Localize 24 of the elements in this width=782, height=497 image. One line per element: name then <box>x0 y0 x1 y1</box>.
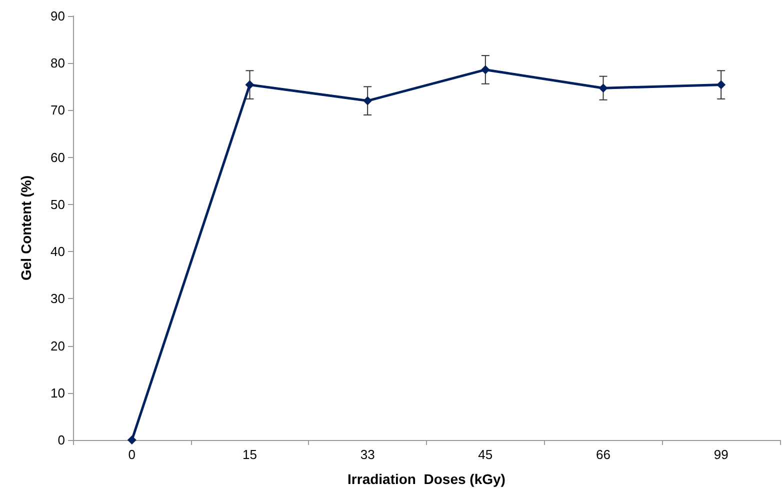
y-axis-title: Gel Content (%) <box>18 176 34 280</box>
point <box>598 84 608 93</box>
point <box>127 436 136 444</box>
x-tick-label: 45 <box>478 447 493 462</box>
y-tick-label: 30 <box>50 291 65 306</box>
y-tick-label: 20 <box>50 338 65 354</box>
y-tick-label: 60 <box>50 150 65 165</box>
y-tick-label: 90 <box>50 8 65 24</box>
y-tick-label: 50 <box>50 196 65 212</box>
x-axis-title: Irradiation Doses (kGy) <box>348 471 506 487</box>
y-tick-label: 0 <box>58 432 65 448</box>
x-tick-label: 99 <box>714 447 728 462</box>
x-tick-label: 66 <box>596 447 610 462</box>
point <box>245 80 254 90</box>
x-tick-label: 0 <box>128 447 136 462</box>
x-tick-label: 15 <box>242 447 257 462</box>
point <box>480 65 490 74</box>
y-tick-label: 80 <box>50 56 65 71</box>
x-tick-label: 33 <box>360 447 375 462</box>
y-tick-label: 40 <box>50 244 65 260</box>
y-tick-label: 10 <box>50 385 65 400</box>
point <box>716 80 726 90</box>
point <box>363 96 372 106</box>
y-tick-label: 70 <box>50 102 65 118</box>
